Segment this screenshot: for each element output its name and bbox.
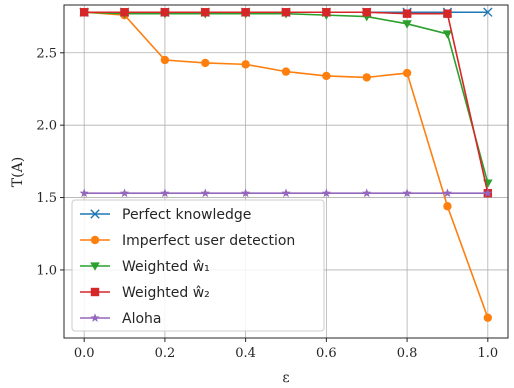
plot-frame [63, 4, 509, 339]
data-point [281, 188, 291, 198]
data-point [443, 202, 452, 211]
data-point [160, 8, 170, 17]
data-point [201, 8, 210, 17]
series-3 [79, 8, 493, 188]
x-tick-label: 0.8 [397, 346, 418, 361]
data-point [160, 55, 170, 65]
data-point [402, 188, 412, 198]
data-point [119, 188, 130, 198]
data-point [241, 60, 250, 69]
legend-label: Weighted ŵ₁ [122, 259, 210, 275]
y-tick-label: 1.5 [36, 191, 57, 206]
data-point [241, 188, 251, 198]
data-point [281, 67, 291, 76]
data-point [201, 58, 210, 68]
data-point [362, 73, 371, 82]
legend-label: Perfect knowledge [122, 207, 251, 223]
legend-entry: Aloha [80, 311, 161, 327]
legend-entry: Weighted ŵ₂ [80, 285, 210, 301]
data-point [402, 20, 412, 29]
data-point [79, 188, 89, 198]
y-axis-label: T(A) [10, 157, 26, 187]
legend-label: Imperfect user detection [122, 233, 295, 249]
data-point [200, 188, 210, 198]
x-tick-label: 0.4 [235, 346, 256, 361]
data-point [322, 71, 331, 81]
axis-ticks: 0.0 0.2 0.4 0.6 0.8 1.0 1.0 1.5 2.0 2.5 [36, 46, 498, 361]
legend-swatch-marker [90, 209, 100, 219]
legend-label: Weighted ŵ₂ [122, 285, 210, 301]
series-2 [79, 8, 493, 322]
data-point [443, 9, 452, 18]
legend-entry: Perfect knowledge [80, 207, 251, 223]
legend-label: Aloha [122, 311, 161, 327]
legend-entry: Weighted ŵ₁ [80, 259, 210, 275]
data-point [362, 8, 371, 17]
series-layer [79, 7, 493, 322]
data-point [281, 8, 291, 17]
data-point [483, 313, 493, 322]
legend-swatch-marker [90, 235, 100, 245]
data-point [322, 8, 331, 17]
x-tick-label: 0.2 [155, 346, 176, 361]
series-4 [79, 8, 493, 198]
legend-swatch-marker [90, 262, 100, 271]
data-point [321, 188, 331, 198]
data-point [442, 188, 453, 198]
x-tick-label: 0.0 [74, 346, 95, 361]
data-point [160, 188, 170, 198]
data-point [120, 8, 129, 17]
x-tick-label: 1.0 [477, 346, 498, 361]
data-point [402, 68, 412, 78]
x-axis-label: ε [282, 370, 289, 386]
legend-box [71, 199, 325, 332]
series-line [84, 11, 489, 194]
y-tick-label: 1.0 [36, 263, 57, 278]
data-point [483, 7, 493, 17]
data-point [402, 9, 412, 18]
data-point [483, 188, 493, 198]
data-point [442, 30, 453, 39]
legend: Perfect knowledge Imperfect user detectio… [71, 199, 325, 332]
data-point [241, 8, 250, 17]
data-point [362, 188, 372, 198]
legend-entry: Imperfect user detection [80, 233, 295, 249]
legend-swatch-marker [90, 287, 100, 297]
legend-swatch-marker [90, 313, 100, 322]
data-point [79, 8, 89, 17]
y-tick-label: 2.5 [36, 46, 57, 61]
series-5 [79, 188, 493, 198]
x-tick-label: 0.6 [316, 346, 337, 361]
y-tick-label: 2.0 [36, 119, 57, 134]
